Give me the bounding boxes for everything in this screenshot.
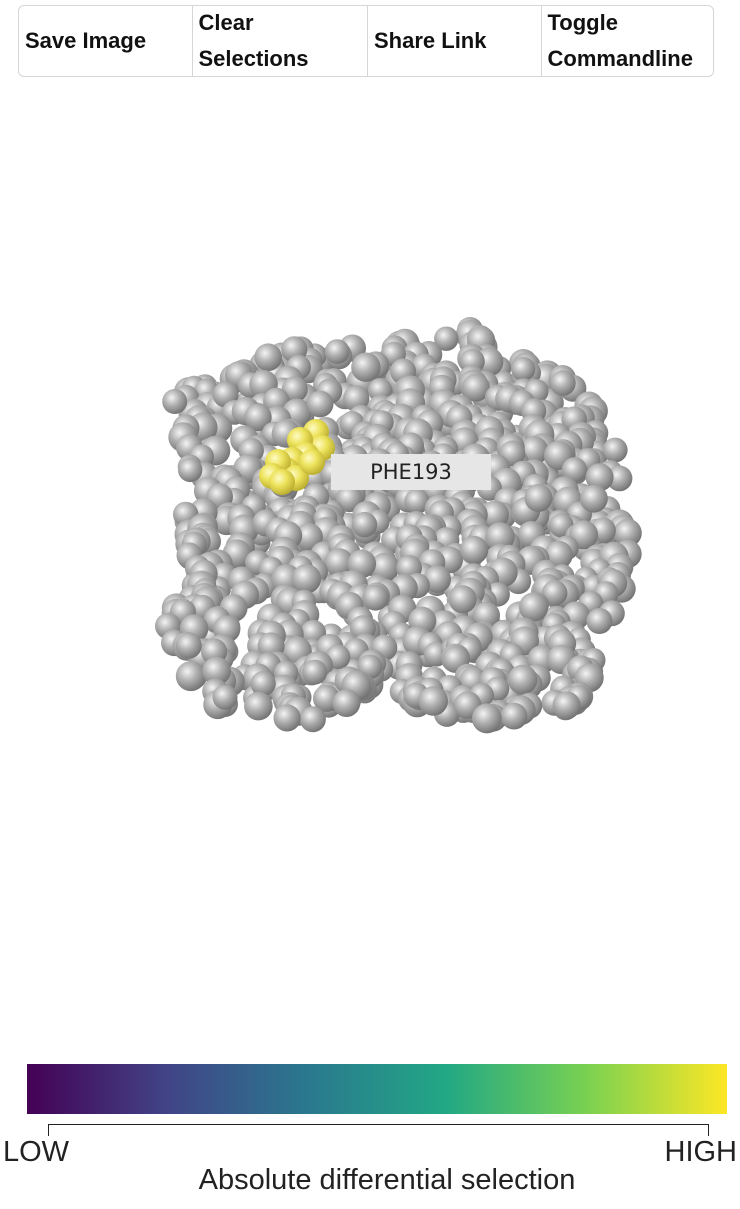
atom-sphere — [561, 457, 588, 483]
atom-sphere — [613, 518, 642, 548]
atom-sphere — [580, 484, 608, 513]
atom-sphere — [335, 485, 363, 513]
share-link-button[interactable]: Share Link — [368, 6, 542, 76]
toolbar: Save Image Clear Selections Share Link T… — [18, 5, 714, 77]
atom-sphere — [175, 661, 206, 692]
legend-axis-bracket — [48, 1124, 709, 1136]
atom-sphere — [418, 686, 449, 716]
atom-sphere — [541, 580, 568, 606]
atom-sphere — [507, 664, 538, 695]
atom-sphere — [332, 689, 361, 717]
toggle-commandline-button[interactable]: Toggle Commandline — [547, 10, 693, 71]
atom-sphere — [244, 403, 272, 431]
atom-sphere — [552, 691, 581, 720]
atom-sphere — [162, 389, 188, 414]
atom-sphere — [524, 484, 553, 512]
atom-sphere — [351, 352, 381, 382]
atom-sphere — [294, 523, 323, 551]
atom-sphere — [244, 691, 273, 721]
legend-low-label: LOW — [3, 1136, 70, 1168]
atom-sphere — [459, 535, 489, 565]
legend-title: Absolute differential selection — [198, 1164, 576, 1196]
atom-sphere — [302, 659, 328, 685]
atom-sphere — [511, 357, 536, 382]
atom-sphere — [299, 706, 326, 733]
highlighted-residue[interactable] — [259, 419, 335, 495]
color-scale-bar — [27, 1064, 727, 1114]
atom-sphere — [178, 457, 203, 483]
atom-sphere — [480, 500, 509, 529]
legend-high-label: HIGH — [664, 1136, 738, 1168]
clear-selections-button[interactable]: Clear Selections — [193, 6, 368, 76]
highlighted-atom-sphere — [269, 469, 295, 495]
residue-hover-label: PHE193 — [331, 454, 491, 490]
atom-sphere — [175, 632, 202, 659]
atom-sphere — [461, 373, 490, 402]
save-image-button[interactable]: Save Image — [19, 6, 193, 76]
atom-sphere — [351, 511, 378, 538]
atom-sphere — [550, 370, 576, 396]
atom-sphere — [212, 684, 238, 710]
atom-sphere — [471, 703, 502, 734]
atom-spheres — [155, 317, 642, 734]
atom-sphere — [585, 463, 614, 492]
atom-sphere — [485, 522, 515, 552]
protein-structure[interactable] — [0, 88, 740, 1028]
atom-sphere — [586, 608, 613, 634]
atom-sphere — [306, 390, 334, 418]
atom-sphere — [606, 465, 633, 492]
highlighted-atom-sphere — [299, 449, 325, 475]
atom-sphere — [324, 339, 350, 364]
atom-sphere — [362, 584, 389, 611]
atom-sphere — [324, 548, 354, 577]
atom-sphere — [291, 564, 322, 594]
atom-sphere — [448, 585, 477, 614]
atom-sphere — [273, 704, 301, 732]
atom-sphere — [500, 702, 528, 730]
atom-sphere — [250, 671, 276, 697]
atom-sphere — [202, 656, 231, 686]
protein-viewer[interactable] — [0, 88, 740, 1028]
atom-sphere — [602, 437, 628, 463]
atom-sphere — [519, 592, 549, 622]
atom-sphere — [434, 326, 459, 351]
atom-sphere — [404, 488, 430, 514]
atom-sphere — [423, 565, 451, 593]
atom-sphere — [254, 343, 282, 372]
